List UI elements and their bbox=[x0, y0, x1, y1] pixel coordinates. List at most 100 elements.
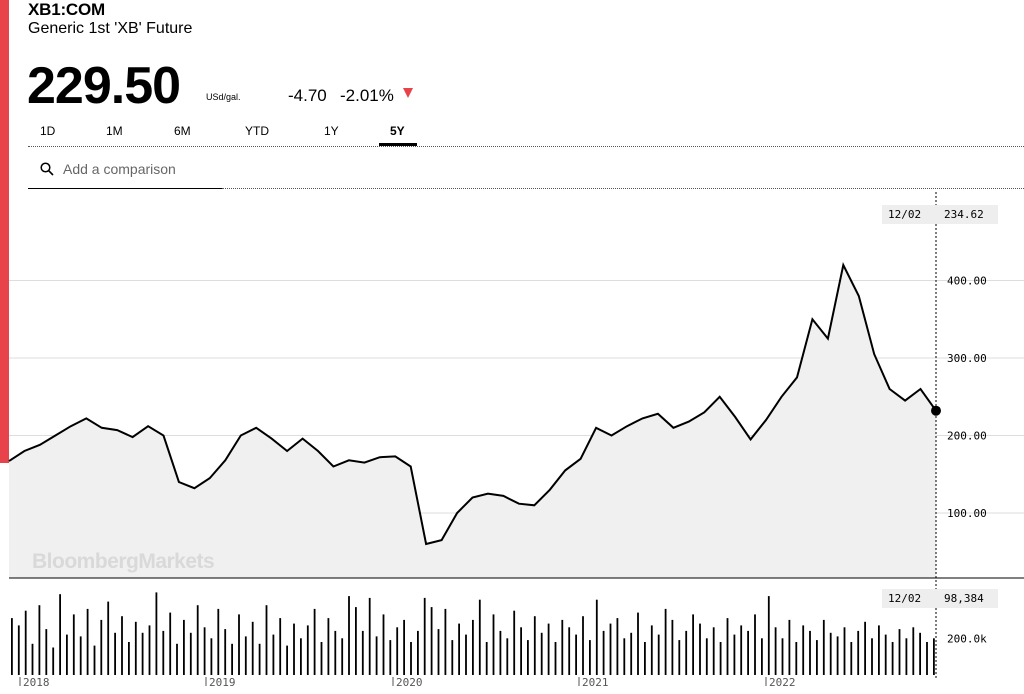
volume-bar bbox=[189, 632, 192, 675]
volume-bar bbox=[306, 625, 309, 675]
volume-bar bbox=[472, 619, 474, 675]
volume-bar bbox=[451, 640, 454, 675]
volume-bar bbox=[17, 625, 20, 675]
price-cursor-value: 234.62 bbox=[944, 208, 984, 221]
volume-bar bbox=[747, 630, 749, 675]
volume-bar bbox=[733, 634, 736, 675]
volume-bar bbox=[121, 616, 123, 675]
volume-bar bbox=[258, 643, 261, 675]
volume-bar bbox=[616, 618, 619, 675]
volume-bar bbox=[341, 638, 344, 675]
volume-bar bbox=[774, 627, 777, 675]
volume-bar bbox=[141, 632, 144, 675]
volume-bar bbox=[754, 614, 756, 675]
volume-bar bbox=[210, 638, 213, 675]
volume-bar bbox=[286, 645, 288, 675]
volume-bar bbox=[423, 597, 426, 675]
volume-bar bbox=[389, 640, 392, 675]
volume-bar bbox=[802, 625, 805, 675]
price-tick-label: 400.00 bbox=[947, 275, 987, 288]
volume-bar bbox=[692, 614, 694, 675]
volume-bar bbox=[45, 629, 48, 675]
volume-bar bbox=[444, 608, 447, 675]
year-label: 2018 bbox=[23, 676, 50, 689]
volume-bar bbox=[809, 630, 811, 675]
price-tick-label: 100.00 bbox=[947, 507, 987, 520]
volume-bar bbox=[795, 642, 798, 675]
volume-bar bbox=[203, 627, 206, 675]
volume-bar bbox=[224, 629, 227, 675]
volume-bar bbox=[878, 625, 880, 675]
volume-bar bbox=[705, 638, 708, 675]
price-tick-label: 200.00 bbox=[947, 430, 987, 443]
net-change: -4.70 bbox=[288, 86, 327, 105]
volume-bar bbox=[478, 599, 481, 675]
volume-bar bbox=[912, 627, 915, 675]
tab-1y[interactable]: 1Y bbox=[324, 124, 339, 138]
volume-bar bbox=[59, 594, 61, 675]
volume-bar bbox=[244, 636, 247, 675]
volume-bar bbox=[595, 599, 598, 675]
volume-bar bbox=[465, 634, 467, 675]
accent-bar bbox=[0, 0, 9, 463]
tab-5y[interactable]: 5Y bbox=[390, 124, 405, 138]
volume-bar bbox=[410, 642, 412, 675]
volume-bar bbox=[196, 605, 199, 675]
comparison-input[interactable] bbox=[63, 161, 213, 177]
volume-cursor-date: 12/02 bbox=[888, 592, 921, 605]
volume-bar bbox=[891, 642, 894, 675]
volume-bar bbox=[520, 627, 522, 675]
volume-bar bbox=[547, 623, 550, 675]
volume-bar bbox=[829, 632, 832, 675]
comparison-search[interactable] bbox=[28, 150, 222, 189]
volume-bar bbox=[919, 632, 921, 675]
volume-bar bbox=[575, 634, 577, 675]
time-range-tabs: 1D 1M 6M YTD 1Y 5Y bbox=[28, 122, 1024, 147]
volume-bar bbox=[430, 607, 433, 675]
volume-bar bbox=[334, 630, 337, 675]
volume-bar bbox=[678, 640, 681, 675]
volume-bar bbox=[623, 638, 626, 675]
year-label: 2021 bbox=[582, 676, 609, 689]
volume-bar bbox=[183, 619, 185, 675]
tab-ytd[interactable]: YTD bbox=[245, 124, 269, 138]
volume-bar bbox=[554, 642, 557, 675]
volume-bar bbox=[499, 630, 502, 675]
volume-bar bbox=[699, 623, 701, 675]
volume-bar bbox=[561, 619, 564, 675]
volume-bar bbox=[293, 623, 295, 675]
volume-bar bbox=[857, 630, 860, 675]
volume-bar bbox=[836, 636, 839, 675]
tab-1m[interactable]: 1M bbox=[106, 124, 123, 138]
volume-bar bbox=[66, 634, 68, 675]
volume-bar bbox=[300, 638, 302, 675]
price-cursor-box bbox=[882, 205, 998, 224]
volume-bar bbox=[822, 619, 825, 675]
volume-bar bbox=[93, 645, 96, 675]
price-axis: 100.00 200.00 300.00 400.00 bbox=[947, 275, 987, 521]
price-tick-label: 300.00 bbox=[947, 352, 987, 365]
volume-bar bbox=[540, 632, 543, 675]
volume-bar bbox=[740, 625, 743, 675]
volume-bar bbox=[506, 638, 509, 675]
volume-bar bbox=[382, 614, 385, 675]
volume-bar bbox=[134, 621, 137, 675]
year-label: 2022 bbox=[769, 676, 796, 689]
volume-bar bbox=[272, 634, 275, 675]
volume-bar bbox=[582, 616, 584, 675]
tab-6m[interactable]: 6M bbox=[174, 124, 191, 138]
volume-bar bbox=[492, 614, 495, 675]
volume-bar bbox=[155, 592, 158, 675]
volume-bar bbox=[816, 640, 818, 675]
volume-bar bbox=[86, 608, 89, 675]
volume-bar bbox=[533, 616, 536, 675]
search-icon bbox=[40, 162, 54, 176]
volume-bar bbox=[458, 623, 460, 675]
comparison-divider bbox=[222, 188, 1024, 189]
volume-bar bbox=[637, 612, 639, 675]
volume-bar bbox=[671, 619, 674, 675]
down-arrow-icon bbox=[403, 88, 413, 98]
tab-1d[interactable]: 1D bbox=[40, 124, 56, 138]
volume-bar bbox=[650, 625, 653, 675]
